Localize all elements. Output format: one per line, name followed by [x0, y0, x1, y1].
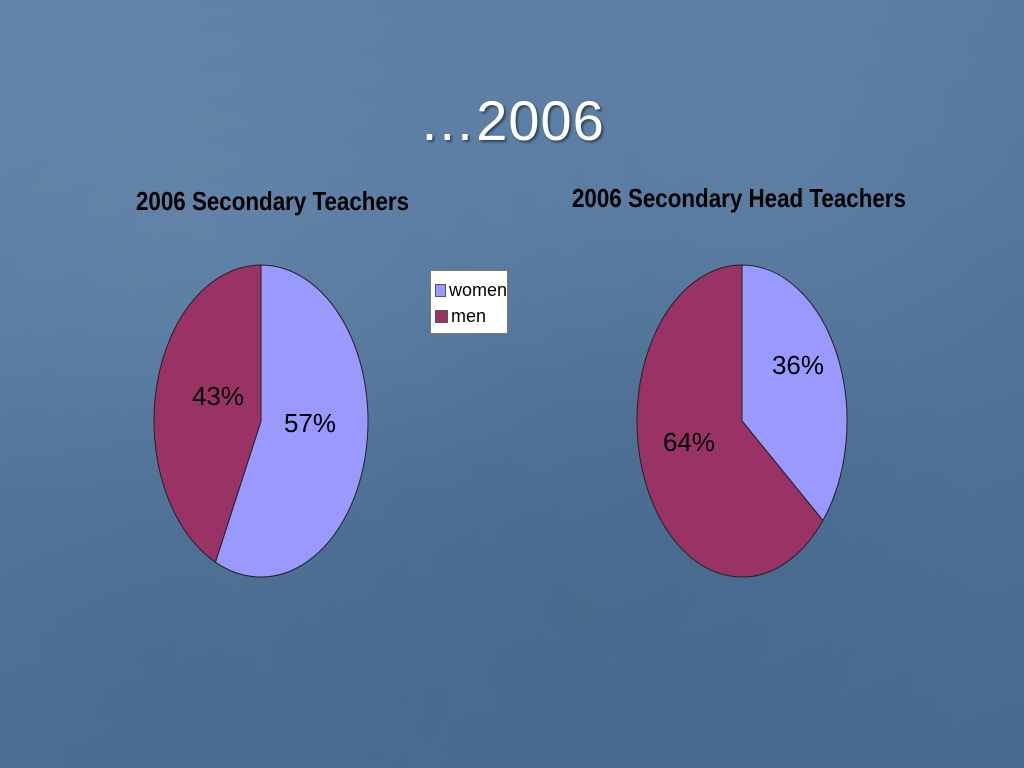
- legend-item-men: men: [435, 303, 507, 329]
- legend-swatch-women: [435, 283, 446, 297]
- legend-item-women: women: [435, 277, 507, 303]
- chart-title-teachers: 2006 Secondary Teachers: [136, 186, 410, 216]
- slide-title: …2006: [419, 89, 605, 152]
- pie-0-label-women: 57%: [284, 408, 336, 438]
- pie-1-slice-women: [741, 264, 848, 522]
- pie-1-label-women: 36%: [772, 350, 824, 380]
- legend: women men: [430, 270, 508, 334]
- pie-1-label-men: 64%: [663, 427, 715, 457]
- legend-label-men: men: [451, 305, 487, 326]
- chart-title-head-teachers: 2006 Secondary Head Teachers: [572, 183, 906, 213]
- pie-1-slice-men: [636, 264, 824, 578]
- legend-swatch-men: [435, 309, 448, 323]
- legend-label-women: women: [448, 279, 507, 300]
- pie-0-label-men: 43%: [192, 381, 244, 411]
- pie-0-slice-women: [214, 264, 369, 578]
- pie-0-slice-men: [153, 264, 262, 563]
